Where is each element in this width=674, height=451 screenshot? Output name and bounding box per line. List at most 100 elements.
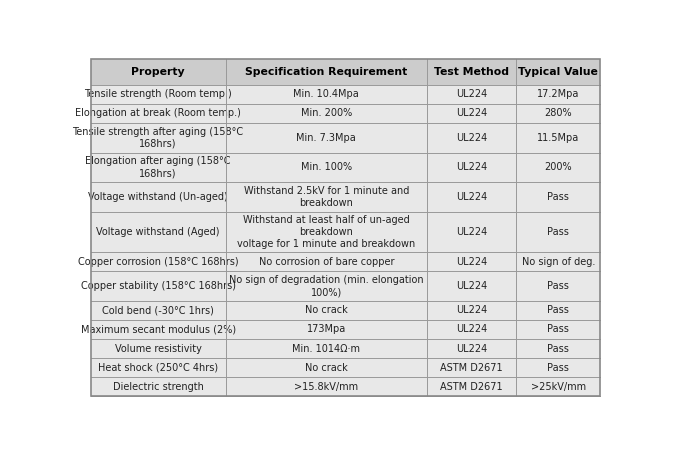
Bar [516,271,601,301]
Bar [516,212,601,252]
Text: Elongation after aging (158°C
168hrs): Elongation after aging (158°C 168hrs) [86,156,231,179]
Text: UL224: UL224 [456,192,487,202]
Bar [516,182,601,212]
Bar [516,377,601,396]
Bar [90,212,226,252]
Bar [427,339,516,358]
Text: Min. 10.4Mpa: Min. 10.4Mpa [293,89,359,99]
Text: >25kV/mm: >25kV/mm [530,382,586,391]
Bar [226,252,427,271]
Text: UL224: UL224 [456,133,487,143]
Bar [90,152,226,182]
Bar [427,252,516,271]
Text: UL224: UL224 [456,227,487,237]
Text: Property: Property [131,67,185,77]
Text: UL224: UL224 [456,162,487,172]
Bar [516,252,601,271]
Bar [516,60,601,85]
Text: Min. 200%: Min. 200% [301,108,352,118]
Bar [226,358,427,377]
Text: Maximum secant modulus (2%): Maximum secant modulus (2%) [80,324,236,335]
Text: No sign of degradation (min. elongation
100%): No sign of degradation (min. elongation … [229,275,424,297]
Text: ASTM D2671: ASTM D2671 [440,363,503,373]
Text: Pass: Pass [547,324,570,335]
Text: Withstand 2.5kV for 1 minute and
breakdown: Withstand 2.5kV for 1 minute and breakdo… [243,186,409,208]
Text: Min. 100%: Min. 100% [301,162,352,172]
Bar [90,104,226,123]
Text: Voltage withstand (Un-aged): Voltage withstand (Un-aged) [88,192,228,202]
Bar [516,123,601,152]
Text: Min. 1014Ω·m: Min. 1014Ω·m [293,344,361,354]
Text: Withstand at least half of un-aged
breakdown
voltage for 1 minute and breakdown: Withstand at least half of un-aged break… [237,215,415,249]
Bar [90,271,226,301]
Bar [427,358,516,377]
Bar [516,85,601,104]
Text: No crack: No crack [305,363,348,373]
Bar [427,85,516,104]
Bar [90,252,226,271]
Bar [226,104,427,123]
Bar [226,182,427,212]
Text: UL224: UL224 [456,108,487,118]
Text: No sign of deg.: No sign of deg. [522,257,595,267]
Text: Copper corrosion (158°C 168hrs): Copper corrosion (158°C 168hrs) [78,257,239,267]
Bar [516,358,601,377]
Bar [90,85,226,104]
Bar [427,104,516,123]
Bar [226,377,427,396]
Bar [427,123,516,152]
Text: UL224: UL224 [456,89,487,99]
Text: UL224: UL224 [456,305,487,315]
Bar [516,339,601,358]
Bar [226,271,427,301]
Text: Typical Value: Typical Value [518,67,599,77]
Bar [226,301,427,320]
Text: UL224: UL224 [456,324,487,335]
Text: Pass: Pass [547,192,570,202]
Text: Pass: Pass [547,305,570,315]
Text: Elongation at break (Room temp.): Elongation at break (Room temp.) [75,108,241,118]
Text: 11.5Mpa: 11.5Mpa [537,133,580,143]
Bar [427,301,516,320]
Bar [226,212,427,252]
Bar [427,212,516,252]
Text: >15.8kV/mm: >15.8kV/mm [295,382,359,391]
Bar [90,377,226,396]
Text: Specification Requirement: Specification Requirement [245,67,407,77]
Bar [516,104,601,123]
Text: No crack: No crack [305,305,348,315]
Text: 173Mpa: 173Mpa [307,324,346,335]
Text: UL224: UL224 [456,257,487,267]
Bar [516,152,601,182]
Bar [90,320,226,339]
Text: Volume resistivity: Volume resistivity [115,344,202,354]
Text: Heat shock (250°C 4hrs): Heat shock (250°C 4hrs) [98,363,218,373]
Text: Copper stability (158°C 168hrs): Copper stability (158°C 168hrs) [81,281,236,291]
Bar [226,123,427,152]
Text: Dielectric strength: Dielectric strength [113,382,204,391]
Bar [516,320,601,339]
Text: 200%: 200% [545,162,572,172]
Bar [226,152,427,182]
Bar [516,301,601,320]
Text: ASTM D2671: ASTM D2671 [440,382,503,391]
Text: Tensile strength (Room temp.): Tensile strength (Room temp.) [84,89,232,99]
Bar [226,85,427,104]
Bar [90,339,226,358]
Text: UL224: UL224 [456,344,487,354]
Text: Pass: Pass [547,363,570,373]
Bar [427,182,516,212]
Text: Cold bend (-30°C 1hrs): Cold bend (-30°C 1hrs) [102,305,214,315]
Text: Min. 7.3Mpa: Min. 7.3Mpa [297,133,356,143]
Bar [90,301,226,320]
Bar [427,60,516,85]
Bar [427,320,516,339]
Text: 280%: 280% [545,108,572,118]
Text: UL224: UL224 [456,281,487,291]
Bar [427,377,516,396]
Text: Pass: Pass [547,344,570,354]
Text: 17.2Mpa: 17.2Mpa [537,89,580,99]
Text: No corrosion of bare copper: No corrosion of bare copper [259,257,394,267]
Bar [427,152,516,182]
Text: Pass: Pass [547,227,570,237]
